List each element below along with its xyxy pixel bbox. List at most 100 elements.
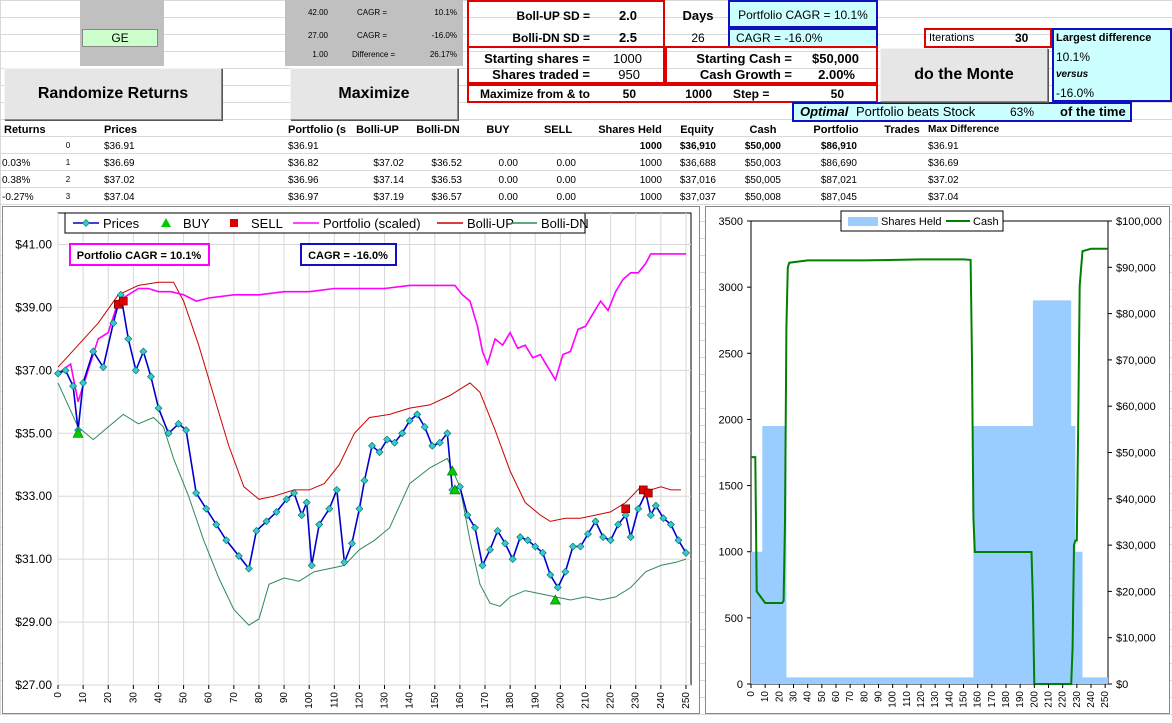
x-tick-label: 250 bbox=[681, 692, 692, 709]
x-tick-label: 40 bbox=[803, 691, 814, 703]
cagr-text: CAGR = -16.0% bbox=[736, 31, 823, 45]
table-cell: -0.27% bbox=[2, 192, 34, 203]
price-marker bbox=[606, 536, 615, 545]
largest-diff-b: -16.0% bbox=[1056, 86, 1095, 100]
price-marker bbox=[634, 504, 643, 513]
table-cell: $37.02 bbox=[104, 175, 135, 186]
x-tick-label: 40 bbox=[153, 692, 164, 704]
legend-swatch-marker bbox=[82, 219, 90, 227]
bolli-dn-label: Bolli-DN SD = bbox=[512, 31, 590, 45]
price-marker bbox=[244, 564, 253, 573]
y-left-tick-label: 2000 bbox=[719, 414, 743, 426]
days-value[interactable]: 26 bbox=[691, 31, 705, 45]
price-marker bbox=[182, 426, 191, 435]
shares-traded-value[interactable]: 950 bbox=[618, 67, 640, 82]
price-marker bbox=[164, 429, 173, 438]
price-marker bbox=[561, 567, 570, 576]
summary-val: -16.0% bbox=[431, 31, 457, 40]
bolli-up-value[interactable]: 2.0 bbox=[618, 8, 638, 23]
table-cell: 0.00 bbox=[498, 175, 518, 186]
x-tick-label: 70 bbox=[845, 691, 856, 703]
randomize-returns-button[interactable]: Randomize Returns bbox=[4, 68, 222, 120]
y-tick-label: $41.00 bbox=[15, 237, 52, 251]
maximize-from-value[interactable]: 50 bbox=[622, 87, 636, 101]
x-tick-label: 60 bbox=[831, 691, 842, 703]
price-marker bbox=[202, 504, 211, 513]
cagr-annotation-box bbox=[300, 243, 397, 266]
portfolio-cagr-annotation: Portfolio CAGR = 10.1% bbox=[77, 250, 202, 262]
price-marker bbox=[516, 533, 525, 542]
x-tick-label: 110 bbox=[329, 692, 340, 708]
maximize-to-value[interactable]: 1000 bbox=[685, 87, 712, 101]
maximize-range-box bbox=[467, 84, 878, 103]
table-header: Returns bbox=[4, 124, 46, 136]
table-cell: 1000 bbox=[639, 141, 662, 152]
table-cell: $37.19 bbox=[373, 192, 404, 203]
price-chart: $27.00 $29.00 $31.00 $33.00 $35.00 $37.00 $39.… bbox=[15, 212, 692, 709]
y-right-tick-label: $100,000 bbox=[1116, 216, 1162, 228]
optimal-box bbox=[792, 102, 1132, 122]
x-tick-label: 30 bbox=[128, 692, 139, 704]
bolli-dn-line bbox=[57, 382, 687, 626]
y-tick-label: $31.00 bbox=[15, 552, 52, 566]
price-chart-panel: $27.00 $29.00 $31.00 $33.00 $35.00 $37.00 $39.… bbox=[2, 206, 700, 714]
table-header: SELL bbox=[543, 124, 573, 136]
x-tick-label: 190 bbox=[1015, 691, 1026, 708]
summary-label: CAGR = bbox=[357, 8, 388, 17]
portfolio-cagr-text: Portfolio CAGR = 10.1% bbox=[738, 8, 868, 22]
table-cell: $36.91 bbox=[288, 141, 319, 152]
bolli-up-label: Boll-UP SD = bbox=[516, 9, 590, 23]
legend-label-cash: Cash bbox=[973, 216, 999, 228]
starting-cash-value[interactable]: $50,000 bbox=[812, 51, 859, 66]
bolli-dn-value[interactable]: 2.5 bbox=[618, 30, 638, 45]
table-header: Trades bbox=[884, 124, 920, 136]
price-marker bbox=[435, 438, 444, 447]
iterations-value[interactable]: 30 bbox=[1015, 31, 1029, 45]
price-marker bbox=[501, 539, 510, 548]
x-tick-label: 20 bbox=[774, 691, 785, 703]
x-tick-label: 240 bbox=[656, 692, 667, 709]
optimal-pct: 63% bbox=[1010, 105, 1035, 119]
summary-a: 42.00 bbox=[307, 8, 328, 17]
ticker-input[interactable]: GE bbox=[82, 29, 158, 47]
step-value[interactable]: 50 bbox=[830, 87, 844, 101]
legend-label-buy: BUY bbox=[183, 216, 210, 231]
cagr-annotation: CAGR = -16.0% bbox=[308, 250, 388, 262]
x-tick-label: 90 bbox=[874, 691, 885, 703]
table-cell: $37,016 bbox=[679, 175, 716, 186]
x-tick-label: 130 bbox=[380, 692, 391, 709]
table-header: Max Difference bbox=[928, 124, 1000, 135]
x-tick-label: 250 bbox=[1100, 691, 1111, 708]
shares-box bbox=[467, 46, 665, 84]
y-left-tick-label: 3500 bbox=[719, 216, 743, 228]
starting-cash-label: Starting Cash = bbox=[696, 51, 792, 66]
table-cell: 0.00 bbox=[498, 158, 518, 169]
y-left-tick-label: 1500 bbox=[719, 481, 743, 493]
price-marker bbox=[290, 489, 299, 497]
price-marker bbox=[493, 526, 502, 535]
price-marker bbox=[508, 555, 517, 564]
maximize-button[interactable]: Maximize bbox=[290, 68, 458, 120]
table-cell: 0.38% bbox=[2, 175, 31, 186]
table-cell: $87,045 bbox=[820, 192, 857, 203]
price-marker bbox=[398, 429, 407, 438]
price-marker bbox=[139, 347, 148, 356]
price-marker bbox=[463, 511, 472, 520]
cash-growth-value[interactable]: 2.00% bbox=[818, 67, 855, 82]
summary-val: 26.17% bbox=[429, 50, 457, 59]
table-header: Portfolio (s bbox=[288, 124, 347, 136]
starting-shares-value[interactable]: 1000 bbox=[613, 51, 642, 66]
table-cell: $50,008 bbox=[744, 192, 781, 203]
price-marker bbox=[54, 369, 62, 378]
table-cell: $36.97 bbox=[288, 192, 319, 203]
y-tick-label: $37.00 bbox=[15, 363, 52, 377]
price-marker bbox=[471, 523, 479, 532]
table-cell: 0.03% bbox=[2, 158, 31, 169]
x-tick-label: 180 bbox=[1001, 691, 1012, 708]
legend-label-shares: Shares Held bbox=[881, 216, 942, 228]
y-tick-label: $39.00 bbox=[15, 300, 52, 314]
iterations-label: Iterations bbox=[929, 32, 975, 44]
x-tick-label: 10 bbox=[78, 692, 89, 704]
price-marker bbox=[89, 347, 98, 356]
do-the-monte-button[interactable]: do the Monte bbox=[880, 48, 1048, 102]
